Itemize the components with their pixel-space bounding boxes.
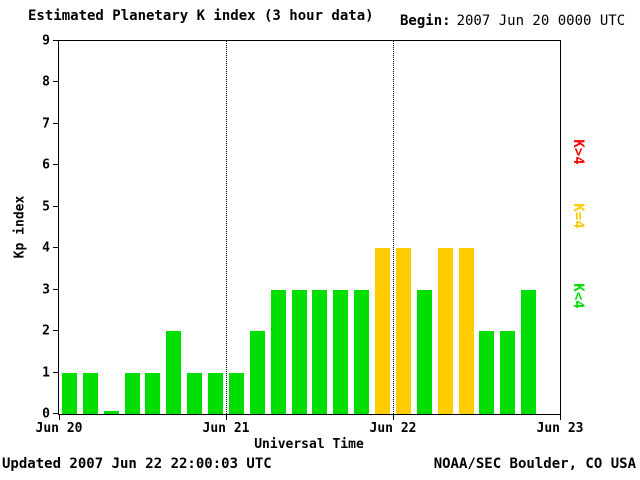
y-tick-label: 2	[42, 323, 50, 339]
kp-bar	[437, 248, 453, 414]
kp-bar	[187, 372, 203, 414]
legend-k-lt-4: K<4	[570, 283, 586, 309]
y-tick-mark	[53, 288, 59, 290]
kp-bar	[124, 372, 140, 414]
y-tick-label: 5	[42, 199, 50, 215]
y-tick-mark	[53, 371, 59, 373]
begin-value: 2007 Jun 20 0000 UTC	[456, 13, 626, 29]
kp-bar	[103, 411, 119, 414]
kp-bar	[208, 372, 224, 414]
x-tick-label: Jun 22	[369, 421, 417, 436]
y-tick-label: 7	[42, 116, 50, 132]
x-tick-mark	[393, 414, 394, 420]
day-boundary-line	[393, 41, 394, 414]
y-tick-label: 6	[42, 157, 50, 173]
chart-title: Estimated Planetary K index (3 hour data…	[28, 8, 374, 24]
y-tick-label: 0	[42, 406, 50, 422]
kp-bar	[291, 289, 307, 414]
kp-bar	[61, 372, 77, 414]
legend-k-gt-4: K>4	[570, 139, 586, 165]
kp-bar	[416, 289, 432, 414]
y-tick-mark	[53, 330, 59, 332]
x-tick-label: Jun 20	[35, 421, 83, 436]
plot-area: 0 1 2 3 4 5 6 7 8 9 Jun 20 Jun 21 Jun 22 Jun 23	[36, 35, 584, 437]
y-tick-mark	[53, 205, 59, 207]
y-tick-label: 8	[42, 74, 50, 90]
kp-bar	[249, 331, 265, 414]
kp-bar	[228, 372, 244, 414]
kp-bar	[479, 331, 495, 414]
day-boundary-line	[226, 41, 227, 414]
x-axis-label: Universal Time	[254, 437, 364, 452]
y-axis-label: Kp index	[12, 195, 28, 259]
y-tick-mark	[53, 413, 59, 414]
y-tick-mark	[53, 122, 59, 124]
kp-bar	[166, 331, 182, 414]
kp-bar	[270, 289, 286, 414]
kp-bar	[145, 372, 161, 414]
y-tick-mark	[53, 247, 59, 249]
y-tick-mark	[53, 164, 59, 166]
updated-timestamp: Updated 2007 Jun 22 22:00:03 UTC	[2, 456, 272, 472]
kp-bar	[354, 289, 370, 414]
y-tick-label: 4	[42, 240, 50, 256]
kp-bar	[312, 289, 328, 414]
source-credit: NOAA/SEC Boulder, CO USA	[433, 456, 636, 472]
begin-time: Begin: 2007 Jun 20 0000 UTC	[400, 13, 625, 29]
y-tick-label: 3	[42, 282, 50, 298]
kp-bar	[500, 331, 516, 414]
kp-bar	[375, 248, 391, 414]
x-tick-label: Jun 21	[202, 421, 250, 436]
y-tick-label: 1	[42, 365, 50, 381]
y-tick-mark	[53, 81, 59, 83]
y-tick-label: 9	[42, 33, 50, 49]
begin-label: Begin:	[400, 13, 451, 29]
y-tick-mark	[53, 40, 59, 41]
x-tick-mark	[59, 414, 60, 420]
legend-k-eq-4: K=4	[570, 203, 586, 229]
kp-bar	[458, 248, 474, 414]
x-tick-mark	[226, 414, 227, 420]
kp-bar	[521, 289, 537, 414]
kp-bar	[82, 372, 98, 414]
x-tick-label: Jun 23	[536, 421, 584, 436]
x-tick-mark	[560, 414, 561, 420]
kp-bar	[333, 289, 349, 414]
kp-bar	[395, 248, 411, 414]
